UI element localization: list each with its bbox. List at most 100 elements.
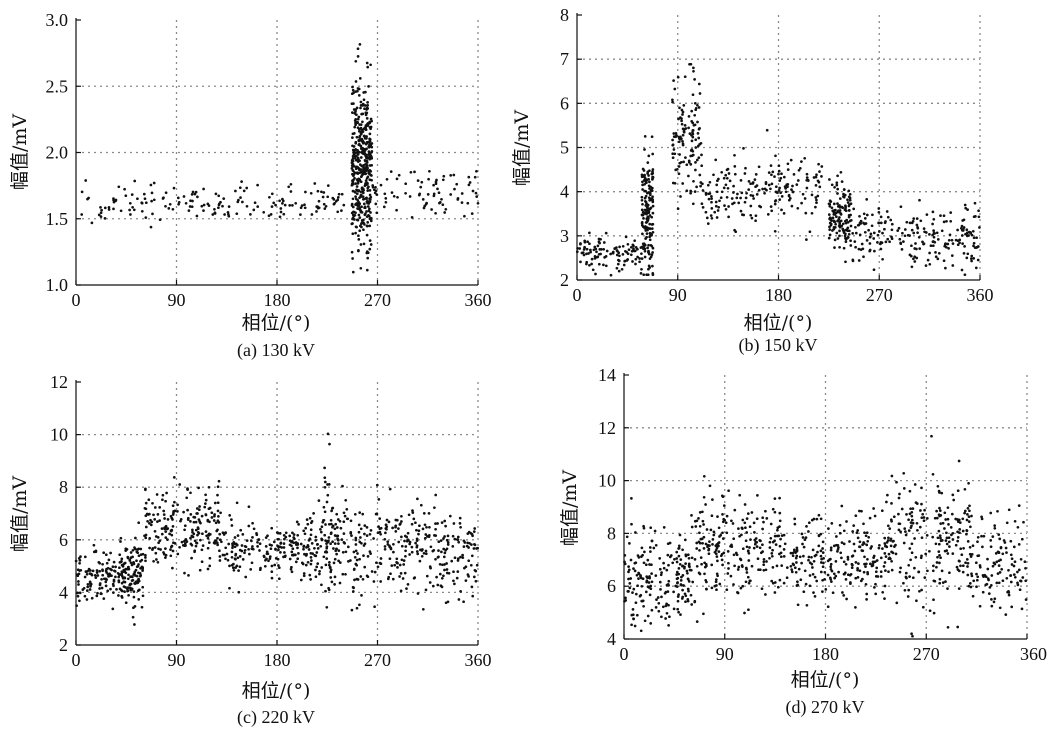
scatter-point [363, 542, 367, 546]
scatter-point [681, 182, 685, 185]
scatter-point [708, 484, 712, 488]
scatter-point [879, 247, 883, 251]
scatter-point [375, 512, 379, 516]
scatter-point [836, 544, 840, 547]
scatter-point [107, 208, 111, 211]
scatter-point [1000, 567, 1004, 571]
scatter-point [733, 228, 736, 232]
scatter-point [910, 524, 913, 528]
scatter-point [856, 223, 860, 227]
scatter-point [120, 574, 124, 578]
scatter-point [854, 225, 857, 229]
scatter-point [83, 594, 87, 598]
scatter-point [268, 557, 272, 560]
scatter-point [112, 198, 115, 202]
scatter-point [732, 583, 735, 586]
scatter-point [132, 606, 135, 610]
panel-caption: (d) 270 kV [786, 697, 865, 718]
scatter-point [204, 502, 207, 505]
scatter-point [445, 562, 448, 565]
scatter-point [400, 558, 404, 562]
scatter-point [910, 551, 914, 555]
scatter-point [931, 244, 935, 248]
scatter-point [365, 161, 369, 164]
scatter-point [679, 579, 683, 582]
scatter-point [779, 537, 782, 541]
scatter-point [288, 204, 292, 207]
scatter-point [836, 550, 839, 553]
scatter-point [691, 153, 695, 157]
scatter-point [364, 104, 367, 107]
scatter-point [698, 524, 702, 528]
scatter-point [682, 104, 686, 107]
scatter-point [387, 575, 391, 579]
scatter-point [811, 566, 814, 569]
scatter-point [346, 545, 350, 549]
scatter-point [97, 560, 101, 564]
scatter-point [648, 214, 652, 217]
scatter-point [180, 540, 184, 544]
scatter-point [131, 555, 134, 559]
scatter-point [599, 248, 603, 251]
scatter-point [660, 571, 663, 574]
scatter-point [1005, 551, 1008, 554]
scatter-point [911, 507, 915, 510]
scatter-point [258, 549, 261, 552]
scatter-point [1005, 576, 1009, 580]
scatter-point [966, 252, 970, 256]
scatter-point [172, 476, 176, 479]
scatter-point [950, 254, 954, 257]
scatter-point [152, 559, 155, 563]
scatter-point [832, 202, 836, 206]
scatter-point [440, 197, 443, 201]
scatter-point [976, 575, 980, 579]
scatter-point [795, 584, 799, 587]
scatter-point [324, 550, 328, 553]
scatter-point [643, 173, 646, 177]
scatter-point [814, 175, 818, 179]
scatter-point [465, 544, 469, 548]
scatter-point [474, 579, 478, 583]
scatter-point [939, 214, 942, 217]
scatter-point [125, 548, 129, 551]
scatter-point [366, 256, 370, 260]
scatter-point [725, 176, 729, 180]
scatter-point [836, 237, 840, 240]
scatter-point [370, 570, 374, 573]
scatter-point [777, 169, 781, 173]
scatter-point [444, 524, 447, 528]
scatter-point [913, 483, 917, 486]
scatter-point [176, 552, 180, 556]
scatter-point [241, 558, 245, 561]
scatter-point [628, 542, 631, 545]
scatter-point [786, 162, 790, 166]
scatter-point [620, 267, 624, 271]
scatter-point [651, 198, 654, 201]
scatter-point [256, 205, 260, 208]
scatter-point [842, 594, 846, 597]
scatter-point [720, 558, 724, 562]
scatter-point [358, 603, 361, 607]
scatter-point [414, 541, 417, 545]
scatter-point [649, 255, 653, 259]
scatter-point [400, 520, 403, 523]
scatter-point [644, 229, 648, 232]
scatter-point [355, 192, 359, 196]
scatter-point [668, 615, 671, 619]
scatter-point [789, 564, 793, 568]
scatter-point [362, 242, 366, 246]
scatter-point [690, 139, 694, 143]
scatter-point [186, 487, 189, 490]
scatter-point [644, 204, 648, 207]
scatter-point [751, 194, 755, 198]
scatter-point [354, 197, 358, 201]
scatter-point [790, 204, 794, 208]
scatter-point [356, 552, 359, 555]
scatter-point [879, 575, 883, 578]
scatter-point [350, 202, 354, 206]
scatter-point [296, 533, 300, 537]
scatter-point [206, 546, 210, 550]
scatter-point [874, 592, 878, 596]
scatter-point [950, 533, 953, 537]
scatter-point [960, 224, 964, 228]
